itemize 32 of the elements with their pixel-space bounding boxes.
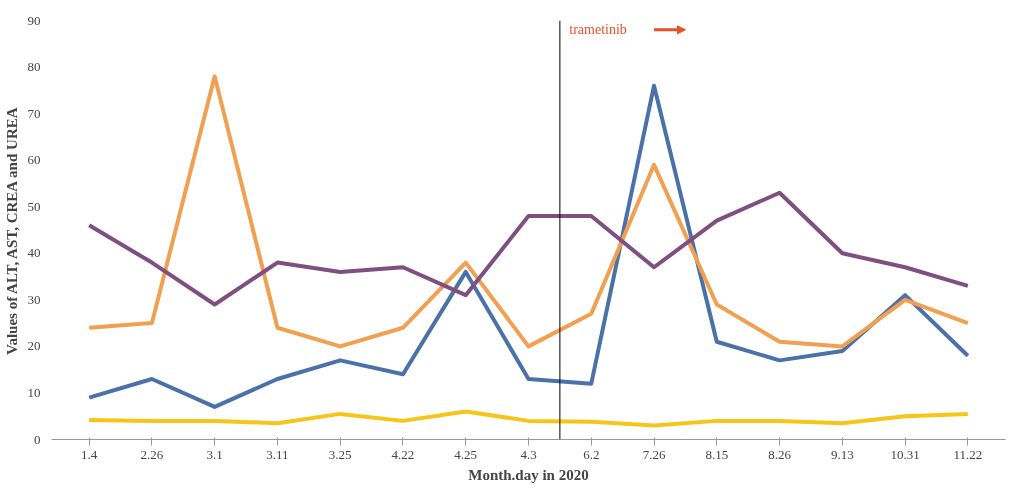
y-tick-label: 10 — [27, 384, 41, 400]
line-series — [87, 83, 970, 409]
y-tick-label: 0 — [34, 431, 41, 447]
x-tick-label: 3.11 — [266, 446, 289, 462]
x-tick-label: 4.25 — [454, 446, 478, 462]
x-tick-label: 8.15 — [705, 446, 729, 462]
x-tick-label: 3.1 — [206, 446, 223, 462]
y-tick-label: 20 — [27, 338, 41, 354]
y-tick-label: 80 — [27, 59, 41, 75]
line-series — [87, 74, 970, 349]
annotation: trametinib — [569, 22, 627, 38]
y-tick-label: 70 — [27, 105, 41, 121]
x-tick-label: 1.4 — [81, 446, 98, 462]
x-tick-label: 7.26 — [642, 446, 666, 462]
x-tick-label: 8.26 — [768, 446, 792, 462]
y-tick-label: 40 — [27, 245, 41, 261]
line-series — [87, 190, 970, 307]
x-tick-label: 4.22 — [391, 446, 415, 462]
y-tick-label: 50 — [27, 198, 41, 214]
y-axis-title: Values of ALT, AST, CREA and UREA — [3, 107, 20, 356]
x-tick-label: 2.26 — [140, 446, 164, 462]
line-series — [87, 409, 970, 428]
x-tick-label: 9.13 — [830, 446, 854, 462]
x-axis-title: Month.day in 2020 — [468, 466, 589, 483]
x-tick-label: 10.31 — [890, 446, 920, 462]
x-tick-label: 3.25 — [328, 446, 352, 462]
y-tick-label: 30 — [27, 291, 41, 307]
x-tick-label: 6.2 — [583, 446, 600, 462]
x-tick-label: 11.22 — [953, 446, 983, 462]
y-tick-label: 60 — [27, 152, 41, 168]
x-tick-label: 4.3 — [520, 446, 537, 462]
y-tick-label: 90 — [27, 12, 41, 28]
